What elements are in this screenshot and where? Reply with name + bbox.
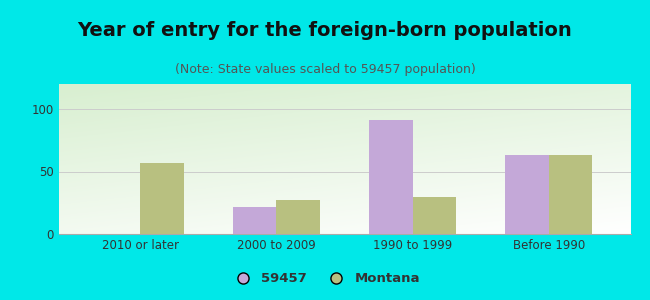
Bar [413, 196, 456, 234]
Bar [233, 206, 276, 234]
Bar [140, 163, 184, 234]
Bar [549, 155, 592, 234]
Bar [276, 200, 320, 234]
Text: Year of entry for the foreign-born population: Year of entry for the foreign-born popul… [77, 21, 573, 40]
Bar [505, 155, 549, 234]
Legend: 59457, Montana: 59457, Montana [224, 267, 426, 290]
Bar [369, 120, 413, 234]
Text: (Note: State values scaled to 59457 population): (Note: State values scaled to 59457 popu… [175, 63, 475, 76]
